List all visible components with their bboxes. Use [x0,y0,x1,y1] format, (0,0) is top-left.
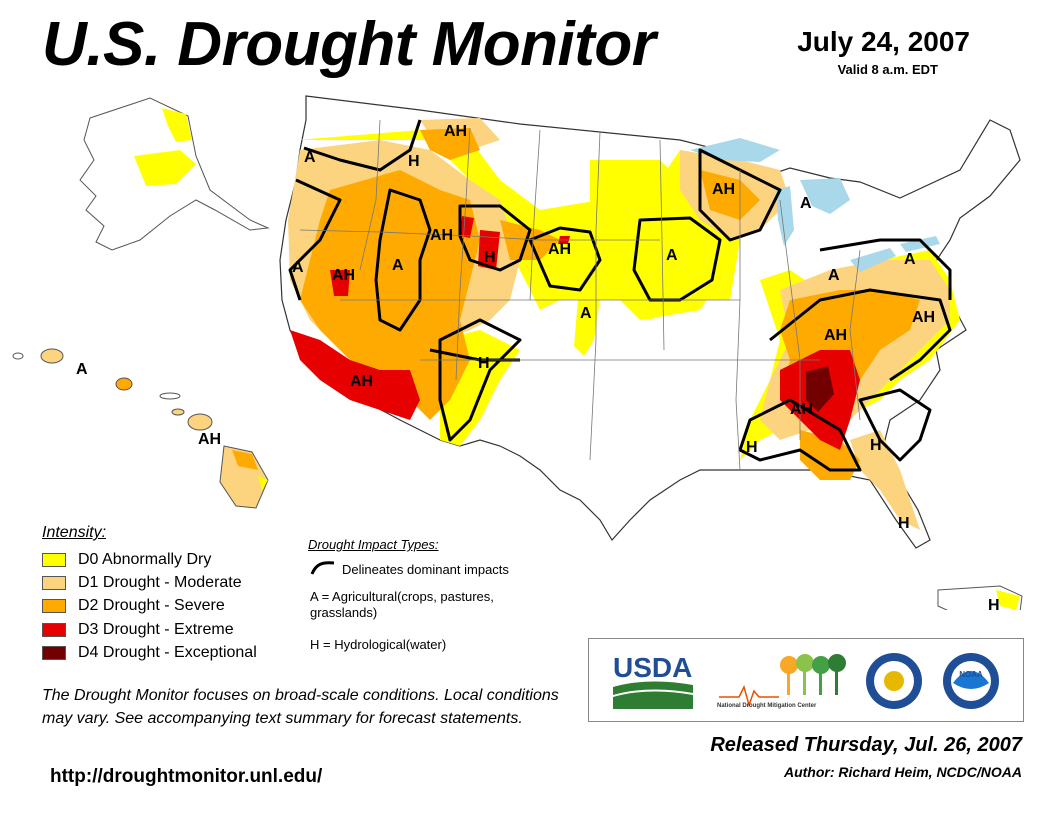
label-hawaii-w: A [76,361,88,378]
ndmc-logo: National Drought Mitigation Center [717,654,846,709]
boundary-line-icon [310,561,335,575]
logos-graphic: USDA National Drought Mitigation Center [613,652,999,709]
legend-item-d2: D2 Drought - Severe [42,595,257,618]
conus [279,95,1021,549]
d3-label: D3 Drought - Extreme [78,620,234,638]
intensity-legend: D0 Abnormally Dry D1 Drought - Moderate … [42,548,257,664]
label-hawaii-e: AH [198,431,221,448]
label-ohio: A [828,267,840,284]
label-wyoming-e: H [484,249,496,266]
label-virginia: AH [912,309,935,326]
label-florida: H [898,515,910,532]
map-title: U.S. Drought Monitor [42,10,656,79]
label-wyoming-w: AH [430,227,453,244]
legend-title: Intensity: [42,524,107,541]
disclaimer-note: The Drought Monitor focuses on broad-sca… [42,687,559,727]
legend-item-d4: D4 Drought - Exceptional [42,641,257,664]
label-california: A [292,259,304,276]
usda-logo: USDA [613,652,693,709]
label-dakotas: AH [548,241,571,258]
label-montana: AH [444,123,467,140]
d0-swatch [42,552,66,567]
impact-agricultural: A = Agricultural(crops, pastures, grassl… [310,589,494,621]
label-arizona: AH [350,373,373,390]
map-date: July 24, 2007 [797,26,970,57]
label-michigan: A [800,195,812,212]
valid-time: Valid 8 a.m. EDT [837,62,938,77]
d4-label: D4 Drought - Exceptional [78,643,257,661]
label-wisconsin: AH [712,181,735,198]
legend-item-d3: D3 Drought - Extreme [42,618,257,641]
impact-labels: A H AH A AH A AH H AH A AH A A A AH A H … [76,123,1000,610]
svg-text:USDA: USDA [613,652,692,683]
hawaii [12,348,269,509]
label-minnesota: A [666,247,678,264]
label-kansas: A [580,305,592,322]
partner-logos: USDA National Drought Mitigation Center [588,638,1024,722]
noaa-logo: NOAA [943,653,999,709]
author: Author: Richard Heim, NCDC/NOAA [783,764,1022,780]
release-date: Released Thursday, Jul. 26, 2007 [710,734,1022,756]
legend-item-d1: D1 Drought - Moderate [42,571,257,594]
label-alabama: AH [790,401,813,418]
label-n-idaho: H [408,153,420,170]
label-pacific-nw: A [304,149,316,166]
impact-hydrological: H = Hydrological(water) [310,637,447,652]
label-nevada: AH [332,267,355,284]
d2-swatch [42,599,66,614]
doc-seal-logo [866,653,922,709]
d1-label: D1 Drought - Moderate [78,573,242,591]
label-carolinas: H [870,437,882,454]
d0-label: D0 Abnormally Dry [78,550,212,568]
drought-map: A H AH A AH A AH H AH A AH A A A AH A H … [12,95,1023,610]
label-utah: A [392,257,404,274]
svg-text:NOAA: NOAA [959,670,983,679]
impact-types-title: Drought Impact Types: [308,537,439,552]
label-kentucky: AH [824,327,847,344]
d3-swatch [42,622,66,637]
d1-swatch [42,575,66,590]
label-pennsylvania: A [904,251,916,268]
label-mississippi: H [746,439,758,456]
label-puerto-rico: H [988,597,1000,610]
legend-item-d0: D0 Abnormally Dry [42,548,257,571]
d4-swatch [42,645,66,660]
website-link[interactable]: http://droughtmonitor.unl.edu/ [50,766,323,787]
alaska [79,97,270,251]
svg-text:National Drought Mitigation Ce: National Drought Mitigation Center [717,703,817,709]
impact-line-label: Delineates dominant impacts [342,562,509,577]
puerto-rico [937,585,1023,610]
d2-label: D2 Drought - Severe [78,597,225,615]
label-colorado: H [478,355,490,372]
